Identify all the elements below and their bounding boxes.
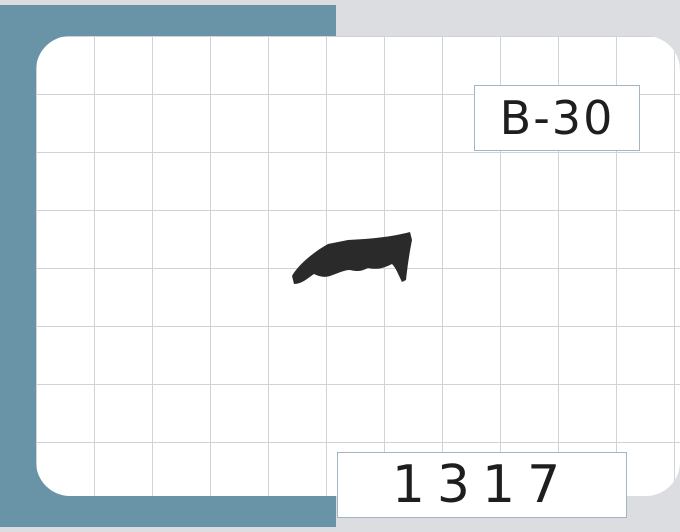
code-label: B-30 xyxy=(474,85,640,151)
number-label: 1317 xyxy=(337,452,627,518)
silhouette-shape xyxy=(292,232,412,284)
code-label-text: B-30 xyxy=(499,91,615,145)
number-label-text: 1317 xyxy=(391,455,573,515)
